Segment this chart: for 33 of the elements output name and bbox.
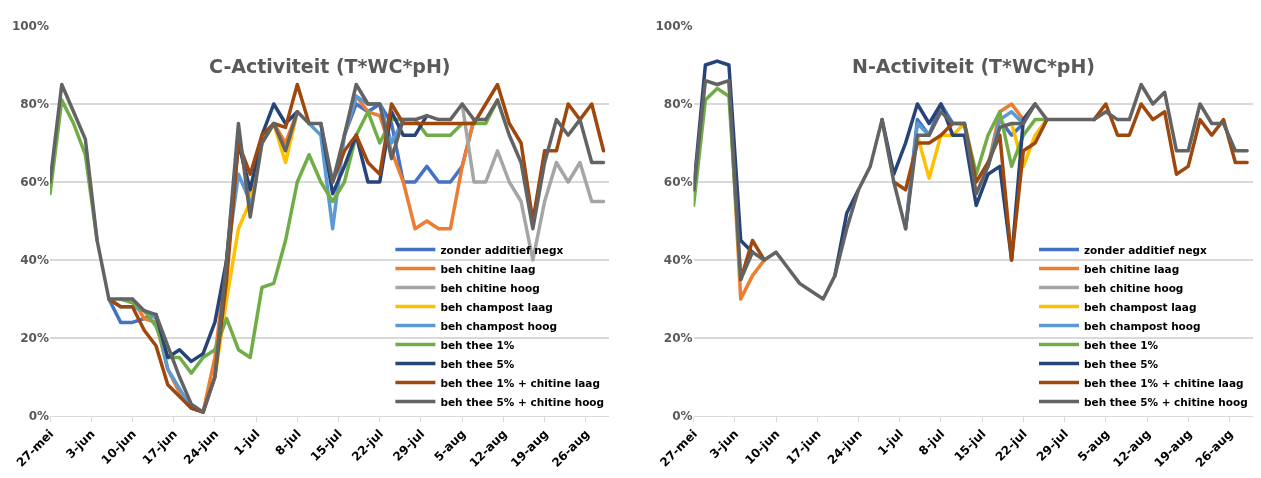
legend-label: beh thee 5% + chitine hoog: [1084, 395, 1248, 408]
text: N-Activiteit (T*WC*pH): [852, 55, 1096, 77]
legend-label: beh thee 1%: [1084, 338, 1159, 351]
y-tick-label: 100%: [11, 19, 49, 34]
legend-label: beh champost laag: [440, 300, 553, 313]
legend-label: beh thee 1%: [440, 338, 515, 351]
y-tick-label: 0%: [28, 409, 49, 424]
legend-label: beh thee 1% + chitine laag: [1084, 376, 1244, 389]
legend-label: beh thee 5% + chitine hoog: [440, 395, 605, 408]
legend-label: beh chitine laag: [440, 262, 536, 275]
y-tick-label: 100%: [655, 19, 693, 34]
legend-label: beh champost hoog: [1084, 319, 1201, 332]
legend-label: beh chitine laag: [1084, 262, 1180, 275]
legend-label: beh chitine hoog: [1084, 281, 1184, 294]
y-tick-label: 40%: [663, 253, 693, 268]
text: C-Activiteit (T*WC*pH): [209, 55, 451, 77]
y-tick-label: 20%: [20, 331, 49, 346]
line-series: [693, 78, 1249, 301]
legend-label: zonder additief negx: [440, 243, 564, 256]
y-tick-label: 0%: [672, 409, 693, 424]
y-tick-label: 60%: [20, 175, 49, 190]
y-tick-label: 80%: [20, 97, 49, 112]
legend-label: beh thee 1% + chitine laag: [440, 376, 600, 389]
y-tick-label: 40%: [20, 253, 49, 268]
y-tick-label: 60%: [663, 175, 693, 190]
legend-label: beh thee 5%: [440, 357, 515, 370]
legend-label: zonder additief negx: [1084, 243, 1208, 256]
legend-label: beh champost hoog: [440, 319, 557, 332]
legend-label: beh thee 5%: [1084, 357, 1159, 370]
y-tick-label: 20%: [663, 331, 693, 346]
legend-label: beh chitine hoog: [440, 281, 540, 294]
y-tick-label: 80%: [663, 97, 693, 112]
legend-label: beh champost laag: [1084, 300, 1197, 313]
